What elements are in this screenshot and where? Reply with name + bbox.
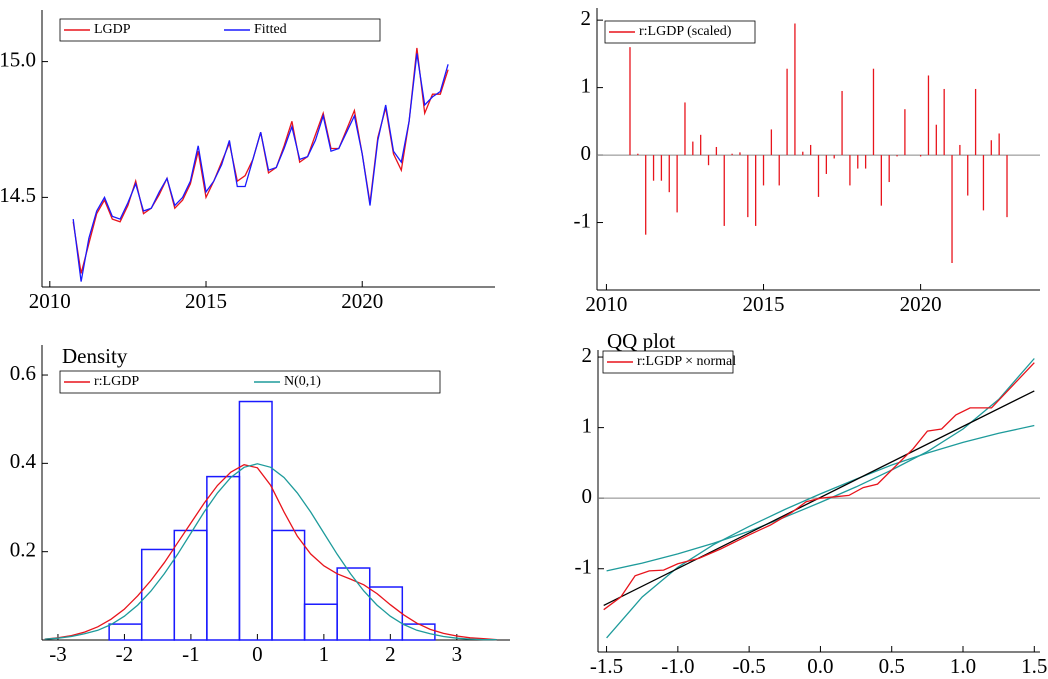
histogram-bar (303, 603, 338, 641)
line-series (72, 47, 449, 274)
line-series (44, 464, 497, 641)
x-tick-label: -0.5 (733, 654, 766, 678)
histogram-bar (368, 586, 404, 641)
x-tick-label: 0.5 (879, 654, 905, 678)
x-tick-label: 2020 (341, 289, 383, 313)
legend-box (604, 20, 756, 44)
legend-box (602, 350, 734, 374)
x-tick-label: 0 (252, 642, 263, 666)
y-tick-label: 2 (582, 343, 593, 367)
x-tick-label: 2020 (900, 292, 942, 316)
upper-band (606, 358, 1035, 572)
legend-label: r:LGDP (94, 374, 139, 389)
x-tick-label: -3 (49, 642, 67, 666)
panel-title: QQ plot (607, 329, 675, 353)
y-tick-label: 2 (581, 6, 592, 30)
y-tick-label: 0.2 (10, 537, 36, 561)
y-tick-label: -1 (575, 555, 593, 579)
x-tick-label: 1.0 (950, 654, 976, 678)
x-tick-label: 2015 (743, 292, 785, 316)
histogram-bar (271, 529, 306, 641)
x-tick-label: -1.5 (590, 654, 623, 678)
line-series (72, 53, 449, 282)
y-tick-label: 1 (582, 413, 593, 437)
legend-label: r:LGDP × normal (637, 354, 736, 369)
histogram-bar (108, 623, 143, 641)
legend-label: N(0,1) (284, 374, 321, 389)
legend-box (59, 18, 381, 42)
panel-title: Density (62, 344, 128, 368)
y-tick-label: 14.5 (0, 183, 36, 207)
x-tick-label: -1.0 (661, 654, 694, 678)
x-tick-label: 1 (319, 642, 330, 666)
x-tick-label: 2010 (29, 289, 71, 313)
lower-band (606, 424, 1035, 639)
y-tick-label: 0 (582, 484, 593, 508)
histogram-bar (238, 400, 273, 641)
x-tick-label: -2 (116, 642, 134, 666)
legend-label: LGDP (94, 22, 131, 37)
histogram-bar (173, 529, 208, 641)
y-tick-label: 0.4 (10, 449, 37, 473)
x-tick-label: -1 (182, 642, 200, 666)
y-tick-label: 15.0 (0, 47, 36, 71)
line-series (44, 463, 497, 641)
x-tick-label: 2 (385, 642, 396, 666)
x-tick-label: 0.0 (807, 654, 833, 678)
histogram-bar (336, 567, 371, 641)
x-tick-label: 2010 (585, 292, 627, 316)
y-tick-label: 0 (581, 141, 592, 165)
x-tick-label: 3 (452, 642, 463, 666)
x-tick-label: 2015 (185, 289, 227, 313)
legend-label: r:LGDP (scaled) (639, 24, 732, 39)
y-tick-label: 0.6 (10, 361, 36, 385)
qq-series (603, 362, 1035, 611)
y-tick-label: 1 (581, 73, 592, 97)
legend-label: Fitted (254, 22, 287, 37)
y-tick-label: -1 (574, 208, 592, 232)
legend-box (59, 370, 441, 394)
x-tick-label: 1.5 (1021, 654, 1047, 678)
